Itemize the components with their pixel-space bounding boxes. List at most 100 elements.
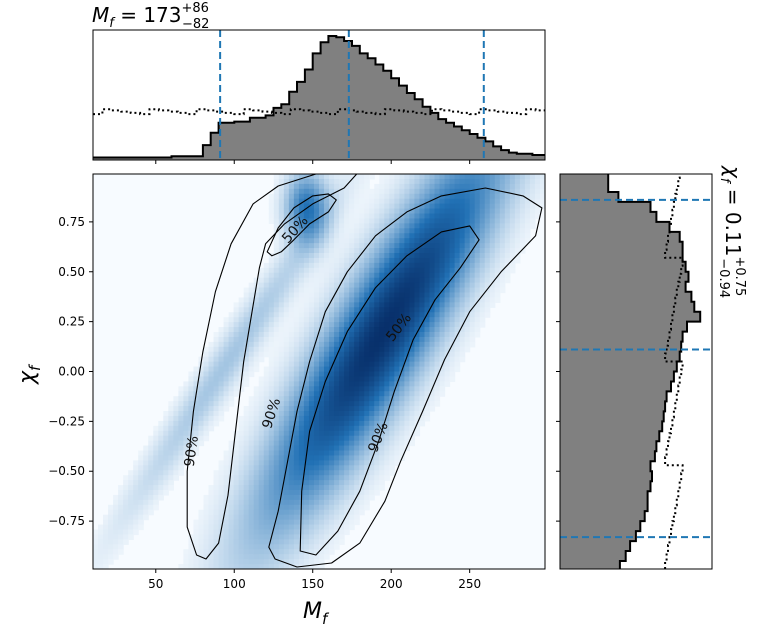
heat-cell [313,544,320,550]
heat-cell [474,203,481,210]
heat-cell [273,450,280,457]
heat-cell [389,243,395,249]
heat-cell [268,361,275,368]
heat-cell [213,485,220,491]
heat-cell [278,371,285,378]
heat-cell [293,287,300,294]
heat-cell [268,455,275,461]
heat-cell [334,336,340,343]
heat-cell [288,262,295,269]
heat-cell [258,504,265,511]
heat-cell [399,371,405,378]
heat-cell [253,470,260,476]
heat-cell [324,435,330,442]
heat-cell [308,534,315,540]
heat-cell [319,386,325,392]
heat-cell [288,297,295,303]
joint-ticks: 50 100 150 200 2500.750.500.250.00−0.25−0.50… [48,160,560,591]
heat-cell [449,223,456,229]
heat-cell [313,346,320,353]
heat-cell [389,411,395,417]
heat-cell [434,233,441,239]
heat-cell [238,519,245,526]
heat-cell [308,203,315,210]
heat-cell [339,213,345,220]
heat-cell [273,287,280,294]
heat-cell [494,267,501,274]
heat-cell [339,386,345,392]
heat-cell [133,470,139,476]
heat-cell [429,267,436,274]
heat-cell [414,386,421,392]
heat-cell [288,514,295,521]
heat-cell [344,470,350,476]
heat-cell [278,411,285,417]
heat-cell [344,386,350,392]
heat-cell [329,504,335,511]
heat-cell [188,396,195,402]
heat-cell [364,322,370,328]
heat-cell [344,490,350,496]
heat-cell [339,267,345,274]
heat-cell [334,262,340,269]
heat-cell [499,218,506,224]
heat-cell [303,445,310,452]
heat-cell [178,435,184,442]
heat-cell [319,411,325,417]
heat-cell [459,198,466,205]
heat-cell [288,267,295,274]
heat-cell [454,243,461,249]
top-title-symbol: M [92,3,109,27]
heat-cell [329,401,335,407]
heat-cell [228,475,235,481]
heat-cell [103,524,109,531]
heat-cell [359,297,365,303]
heat-cell [208,519,215,526]
heat-cell [334,223,340,229]
heat-cell [349,178,355,185]
heat-cell [339,238,345,244]
heat-cell [364,504,370,511]
heat-cell [444,248,451,254]
heat-cell [414,193,421,200]
heat-cell [349,494,355,501]
heat-cell [223,465,230,471]
heat-cell [183,435,190,442]
heat-cell [273,559,280,565]
heat-cell [384,243,390,249]
heat-cell [313,238,320,244]
heat-cell [354,208,360,215]
heat-cell [193,519,200,526]
heat-cell [248,411,255,417]
heat-cell [399,381,405,387]
heat-cell [268,475,275,481]
heat-cell [223,494,230,501]
heat-cell [273,435,280,442]
heat-cell [319,544,325,550]
heat-cell [389,435,395,442]
heat-cell [344,356,350,363]
heat-cell [399,332,405,338]
heat-cell [298,292,305,299]
heat-cell [198,386,205,392]
heat-cell [233,539,240,545]
heat-cell [278,401,285,407]
heat-cell [384,425,390,432]
heat-cell [273,292,280,299]
heat-cell [364,346,370,353]
heat-cell [459,183,466,190]
heat-cell [529,183,536,190]
heat-cell [223,386,230,392]
heat-cell [479,312,486,318]
heat-cell [439,262,446,269]
heat-cell [329,228,335,234]
heat-cell [399,262,405,269]
heat-cell [228,351,235,358]
heat-cell [283,322,290,328]
heat-cell [293,262,300,269]
heat-cell [263,332,270,338]
heat-cell [243,475,250,481]
heat-cell [384,218,390,224]
heat-cell [359,425,365,432]
heat-cell [143,455,149,461]
